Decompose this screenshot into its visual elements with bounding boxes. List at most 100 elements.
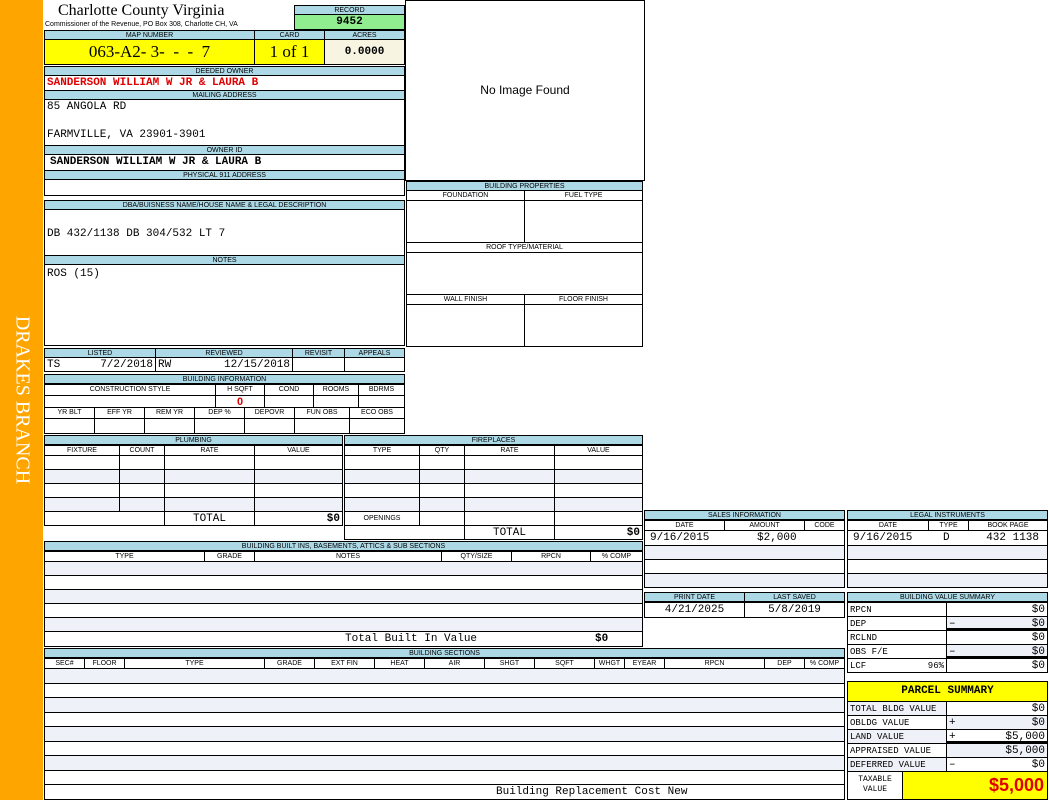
building-info-value[interactable] [144,418,195,434]
building-section-row[interactable] [44,711,845,727]
built-in-row[interactable] [44,589,643,604]
instrument-row[interactable] [847,573,1048,588]
fireplace-cell[interactable] [464,455,555,470]
mailing-line-2: FARMVILLE, VA 23901-3901 [47,129,206,141]
building-section-row[interactable] [44,755,845,771]
plumbing-cell[interactable] [44,455,120,470]
plumbing-cell[interactable] [164,483,255,498]
instrument-date: 9/16/2015 [853,532,913,544]
instrument-row[interactable] [847,559,1048,574]
value: $0 [1031,717,1045,729]
plumbing-cell[interactable] [44,483,120,498]
openings-rate[interactable] [464,511,555,526]
fireplace-cell[interactable] [554,497,643,512]
building-info-value[interactable] [194,418,245,434]
instrument-row[interactable] [847,545,1048,560]
building-info-value[interactable] [349,418,405,434]
revisit-value[interactable] [292,357,345,372]
sales-row[interactable]: 9/16/2015 $2,000 [644,530,845,546]
sales-row[interactable] [644,559,845,574]
building-section-row[interactable] [44,697,845,713]
value-summary-label: DEP [847,616,947,631]
sales-row[interactable] [644,545,845,560]
appeals-value[interactable] [344,357,405,372]
fuel-type-value[interactable] [524,200,643,243]
instrument-row[interactable]: 9/16/2015 D 432 1138 [847,530,1048,546]
value-summary-label: LCF 96% [847,658,947,673]
value-label: RPCN [850,605,872,615]
building-info-value[interactable] [94,418,145,434]
print-date-label: PRINT DATE [644,592,745,602]
value: $0 [1031,703,1045,715]
building-section-row[interactable] [44,668,845,684]
building-info-value[interactable] [294,418,350,434]
value: $0 [1031,618,1045,630]
fireplace-cell[interactable] [464,469,555,484]
roof-value[interactable] [406,252,643,295]
fireplace-cell[interactable] [419,483,465,498]
openings-value[interactable] [554,511,643,526]
fireplace-cell[interactable] [464,483,555,498]
sales-row[interactable] [644,573,845,588]
listed-value: TS 7/2/2018 [44,357,156,372]
owner-id: SANDERSON WILLIAM W JR & LAURA B [44,154,405,171]
built-in-row[interactable] [44,561,643,576]
fireplace-cell[interactable] [554,455,643,470]
foundation-value[interactable] [406,200,525,243]
parcel-summary-label: OBLDG VALUE [847,715,947,730]
fireplace-cell[interactable] [344,483,420,498]
fireplace-total-blank [344,525,465,540]
building-section-row[interactable] [44,726,845,742]
fireplace-cell[interactable] [344,469,420,484]
parcel-summary-label: TOTAL BLDG VALUE [847,701,947,716]
fireplace-cell[interactable] [419,469,465,484]
plumbing-cell[interactable] [44,497,120,512]
parcel-summary-label: APPRAISED VALUE [847,743,947,758]
plumbing-cell[interactable] [119,497,165,512]
section-label: BUILDING SECTIONS [44,648,845,658]
plumbing-cell[interactable] [119,455,165,470]
wall-finish-value[interactable] [406,304,525,347]
built-in-row[interactable] [44,617,643,632]
plumbing-cell[interactable] [254,483,343,498]
operator: – [949,646,956,658]
fireplace-cell[interactable] [344,455,420,470]
plumbing-cell[interactable] [254,455,343,470]
operator: + [949,717,956,729]
openings-qty[interactable] [419,511,465,526]
parcel-summary-title: PARCEL SUMMARY [847,681,1048,702]
value: $0 [1031,759,1045,771]
plumbing-cell[interactable] [254,497,343,512]
fireplace-cell[interactable] [344,497,420,512]
plumbing-cell[interactable] [119,469,165,484]
floor-finish-value[interactable] [524,304,643,347]
building-info-value[interactable] [244,418,295,434]
operator: – [949,759,956,771]
value-label: OBS F/E [850,647,888,657]
listed-date: 7/2/2018 [100,359,153,371]
operator: – [949,618,956,630]
plumbing-cell[interactable] [254,469,343,484]
built-in-row[interactable] [44,603,643,618]
fireplace-cell[interactable] [554,469,643,484]
last-saved-date: 5/8/2019 [744,602,845,618]
plumbing-cell[interactable] [119,483,165,498]
fireplace-cell[interactable] [419,497,465,512]
plumbing-cell[interactable] [164,497,255,512]
building-info-value[interactable] [44,418,95,434]
building-section-row[interactable] [44,682,845,698]
plumbing-cell[interactable] [44,469,120,484]
built-in-row[interactable] [44,575,643,590]
parcel-summary-label: LAND VALUE [847,729,947,744]
fireplace-cell[interactable] [464,497,555,512]
lcf-percent: 96% [927,661,944,671]
building-section-row[interactable] [44,740,845,756]
fireplace-cell[interactable] [419,455,465,470]
plumbing-cell[interactable] [164,455,255,470]
building-section-row[interactable] [44,769,845,785]
plumbing-cell[interactable] [164,469,255,484]
value-summary-value: $0 [946,658,1048,673]
instrument-bookpage: 432 1138 [986,532,1039,544]
fireplace-cell[interactable] [554,483,643,498]
value-label: DEP [850,619,867,629]
